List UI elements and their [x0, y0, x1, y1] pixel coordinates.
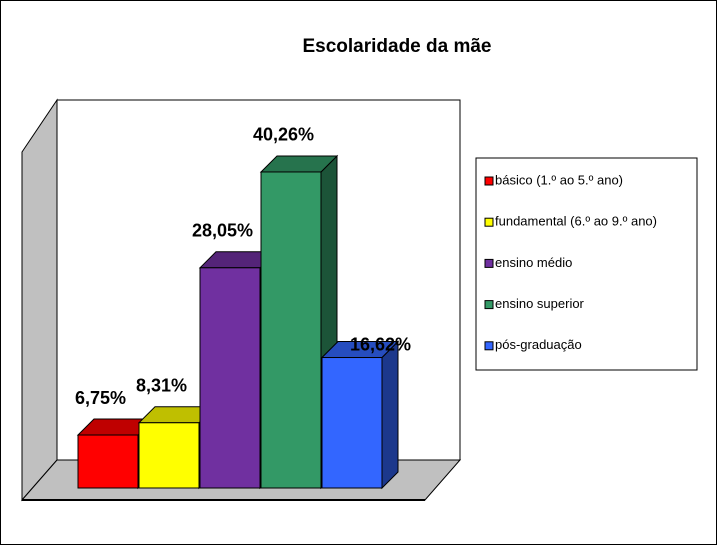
- legend-label: ensino superior: [495, 296, 585, 311]
- legend-label: fundamental (6.º ao 9.º ano): [495, 214, 657, 229]
- side-wall: [21, 98, 58, 502]
- data-label: 40,26%: [253, 125, 314, 145]
- bar: [138, 422, 200, 489]
- bar: [260, 171, 322, 489]
- legend: [475, 157, 698, 371]
- legend-swatch: [484, 217, 494, 227]
- legend-label: ensino médio: [495, 255, 572, 270]
- data-label: 8,31%: [136, 376, 187, 396]
- bar: [199, 267, 261, 489]
- legend-label: pós-graduação: [495, 337, 582, 352]
- legend-swatch: [484, 341, 494, 351]
- legend-label: básico (1.º ao 5.º ano): [495, 172, 623, 187]
- legend-swatch: [484, 300, 494, 310]
- legend-swatch: [484, 258, 494, 268]
- data-label: 28,05%: [192, 221, 253, 241]
- bar-side: [381, 340, 399, 490]
- legend-swatch: [484, 176, 494, 186]
- bar: [321, 357, 383, 489]
- bar: [77, 434, 139, 489]
- data-label: 16,62%: [350, 334, 411, 354]
- data-label: 6,75%: [75, 388, 126, 408]
- chart-title: Escolaridade da mãe: [302, 36, 491, 57]
